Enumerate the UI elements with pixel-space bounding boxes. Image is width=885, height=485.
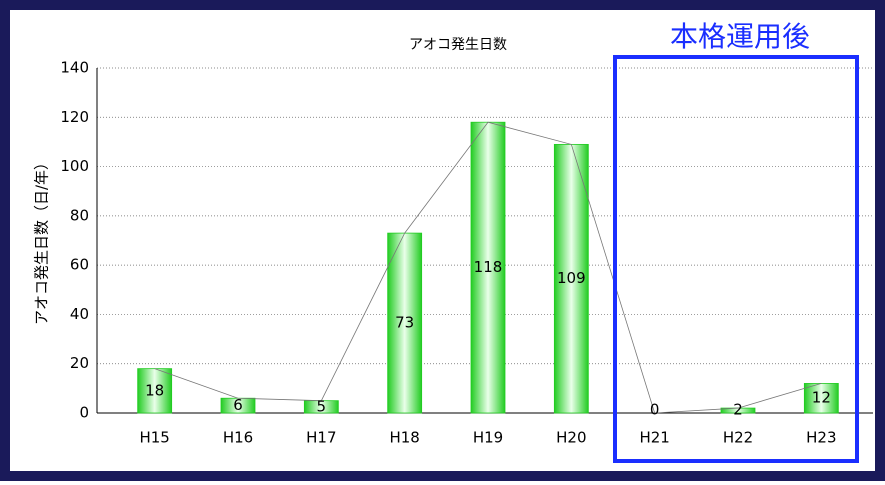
value-label: 6 — [233, 396, 243, 414]
value-label: 5 — [317, 397, 327, 415]
y-tick-label: 20 — [70, 354, 89, 372]
y-tick-label: 120 — [60, 108, 89, 126]
y-tick-label: 140 — [60, 59, 89, 77]
y-axis-label: アオコ発生日数（日/年） — [33, 155, 51, 325]
x-tick-label: H15 — [139, 429, 169, 447]
x-tick-label: H18 — [389, 429, 419, 447]
y-tick-label: 40 — [70, 305, 89, 323]
value-label: 118 — [474, 258, 503, 276]
chart-title: アオコ発生日数 — [409, 37, 507, 53]
highlight-box — [613, 55, 859, 463]
bar — [803, 383, 839, 414]
annotation: 本格運用後 — [670, 20, 810, 53]
y-tick-label: 60 — [70, 256, 89, 274]
value-label: 2 — [733, 401, 743, 419]
bar — [470, 121, 506, 414]
x-tick-label: H20 — [556, 429, 586, 447]
x-tick-label: H16 — [223, 429, 253, 447]
x-tick-label: H22 — [723, 429, 753, 447]
trend-line — [154, 121, 822, 414]
y-tick-label: 100 — [60, 157, 89, 175]
bar — [137, 368, 173, 414]
x-tick-label: H19 — [473, 429, 503, 447]
value-label: 109 — [557, 269, 586, 287]
y-tick-label: 80 — [70, 206, 89, 224]
value-label: 73 — [395, 314, 414, 332]
bar — [387, 232, 423, 414]
value-label: 0 — [650, 401, 660, 419]
x-tick-label: H21 — [639, 429, 669, 447]
y-tick-label: 0 — [79, 404, 89, 422]
value-label: 18 — [145, 381, 164, 399]
value-label: 12 — [812, 389, 831, 407]
x-tick-label: H23 — [806, 429, 836, 447]
x-tick-label: H17 — [306, 429, 336, 447]
